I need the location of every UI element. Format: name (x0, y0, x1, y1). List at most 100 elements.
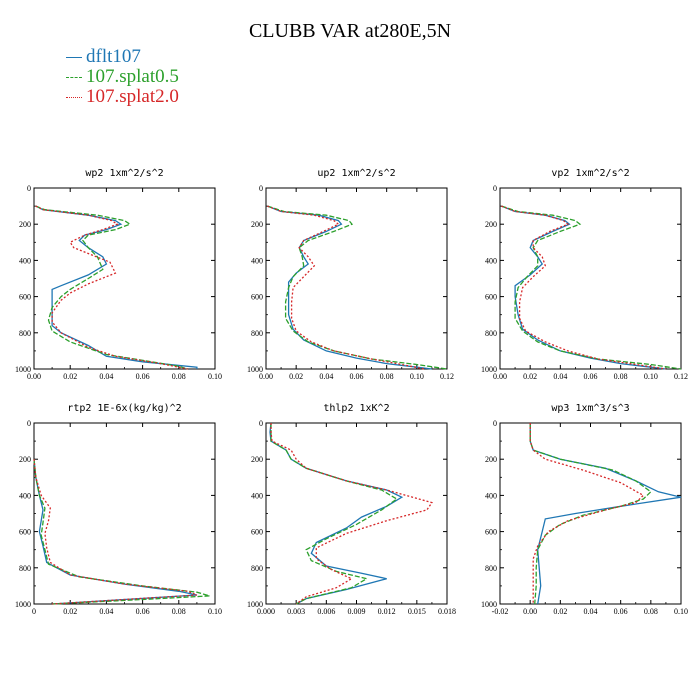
y-tick-label: 600 (251, 528, 263, 537)
y-tick-label: 200 (251, 220, 263, 229)
x-tick-label: 0 (32, 607, 36, 616)
x-tick-label: 0.08 (172, 372, 186, 381)
y-tick-label: 800 (485, 564, 497, 573)
y-tick-label: 1000 (481, 600, 497, 609)
x-tick-label: 0.00 (493, 372, 507, 381)
x-tick-label: 0.02 (63, 607, 77, 616)
y-tick-label: 1000 (481, 365, 497, 374)
subplot-title: vp2 1xm^2/s^2 (551, 168, 629, 179)
y-tick-label: 0 (259, 419, 263, 428)
y-tick-label: 0 (493, 184, 497, 193)
plot-frame (499, 187, 682, 370)
x-tick-label: 0.02 (289, 372, 303, 381)
legend-swatch-dflt107 (66, 57, 82, 59)
series-line-107-splat0-5 (270, 423, 398, 605)
x-tick-label: 0.02 (523, 372, 537, 381)
x-tick-label: 0.08 (380, 372, 394, 381)
y-tick-label: 0 (493, 419, 497, 428)
x-tick-label: 0.00 (27, 372, 41, 381)
y-tick-label: 600 (19, 528, 31, 537)
x-tick-label: 0.04 (319, 372, 333, 381)
y-tick-label: 800 (19, 329, 31, 338)
subplot-title: rtp2 1E-6x(kg/kg)^2 (67, 403, 181, 414)
x-tick-label: 0.02 (63, 372, 77, 381)
series-line-dflt107 (529, 423, 682, 605)
legend-entry-splat0-5: 107.splat0.5 (66, 66, 179, 88)
x-tick-label: 0.012 (378, 607, 396, 616)
series-line-107-splat0-5 (501, 205, 682, 370)
plot-frame (33, 187, 216, 370)
x-tick-label: 0.04 (99, 607, 113, 616)
series-line-107-splat2-0 (529, 423, 645, 604)
series-line-107-splat0-5 (267, 205, 448, 370)
legend-entry-splat2-0: 107.splat2.0 (66, 86, 179, 108)
series-line-107-splat2-0 (35, 205, 188, 370)
y-tick-label: 600 (485, 528, 497, 537)
x-tick-label: 0.06 (136, 372, 150, 381)
subplot-6: wp3 1xm^3/s^3 -0.02 0.00 0.02 0.04 0.06 0.08 0.… (481, 403, 688, 616)
x-tick-label: 0.10 (208, 372, 222, 381)
y-tick-label: 200 (251, 455, 263, 464)
subplot-5: thlp2 1xK^2 0.000 0.003 0.006 0.009 0.012 0.01… (247, 403, 456, 616)
y-tick-label: 200 (485, 455, 497, 464)
subplot-4: rtp2 1E-6x(kg/kg)^2 0 0.02 0.04 0.06 0.08 0.10… (15, 403, 222, 616)
x-tick-label: 0.10 (644, 372, 658, 381)
subplot-title: wp3 1xm^3/s^3 (551, 403, 629, 414)
x-tick-label: 0.10 (208, 607, 222, 616)
subplot-title: wp2 1xm^2/s^2 (85, 168, 163, 179)
y-tick-label: 0 (27, 184, 31, 193)
x-tick-label: 0.000 (257, 607, 275, 616)
y-tick-label: 400 (19, 256, 31, 265)
y-tick-label: 400 (19, 491, 31, 500)
y-tick-label: 200 (19, 220, 31, 229)
legend-entry-dflt107: dflt107 (66, 46, 141, 68)
x-tick-label: 0.10 (410, 372, 424, 381)
y-tick-label: 200 (485, 220, 497, 229)
plot-frame (33, 422, 216, 605)
series-line-107-splat2-0 (501, 205, 666, 370)
x-tick-label: 0.015 (408, 607, 426, 616)
y-tick-label: 0 (259, 184, 263, 193)
x-tick-label: 0.003 (287, 607, 305, 616)
series-line-107-splat2-0 (33, 459, 198, 605)
chart-title: CLUBB VAR at280E,5N (248, 20, 452, 42)
series-line-107-splat2-0 (270, 423, 433, 605)
x-tick-label: 0.08 (172, 607, 186, 616)
x-tick-label: 0.12 (440, 372, 454, 381)
plot-frame (265, 187, 448, 370)
subplot-title: thlp2 1xK^2 (323, 403, 389, 414)
y-tick-label: 600 (19, 293, 31, 302)
x-tick-label: 0.00 (523, 607, 537, 616)
x-tick-label: 0.04 (99, 372, 113, 381)
y-tick-label: 800 (251, 329, 263, 338)
x-tick-label: 0.02 (553, 607, 567, 616)
subplot-2: up2 1xm^2/s^2 0.00 0.02 0.04 0.06 0.08 0.10 0.1… (247, 168, 454, 381)
legend-label: dflt107 (86, 46, 141, 67)
subplot-3: vp2 1xm^2/s^2 0.00 0.02 0.04 0.06 0.08 0.10 0.1… (481, 168, 688, 381)
legend-swatch-splat2-0 (66, 97, 82, 99)
y-tick-label: 800 (19, 564, 31, 573)
x-tick-label: 0.018 (438, 607, 456, 616)
x-tick-label: 0.08 (614, 372, 628, 381)
legend-label: 107.splat2.0 (86, 86, 179, 107)
y-tick-label: 600 (485, 293, 497, 302)
x-tick-label: 0.06 (136, 607, 150, 616)
x-tick-label: 0.04 (584, 607, 598, 616)
x-tick-label: 0.08 (644, 607, 658, 616)
y-tick-label: 1000 (247, 365, 263, 374)
series-line-dflt107 (501, 205, 666, 370)
y-tick-label: 200 (19, 455, 31, 464)
y-tick-label: 800 (485, 329, 497, 338)
y-tick-label: 800 (251, 564, 263, 573)
subplot-title: up2 1xm^2/s^2 (317, 168, 395, 179)
x-tick-label: 0.06 (584, 372, 598, 381)
x-tick-label: 0.06 (350, 372, 364, 381)
x-tick-label: 0.009 (348, 607, 366, 616)
legend-swatch-splat0-5 (66, 77, 82, 79)
y-tick-label: 600 (251, 293, 263, 302)
x-tick-label: -0.02 (492, 607, 509, 616)
y-tick-label: 400 (485, 491, 497, 500)
legend-label: 107.splat0.5 (86, 66, 179, 87)
y-tick-label: 400 (251, 491, 263, 500)
